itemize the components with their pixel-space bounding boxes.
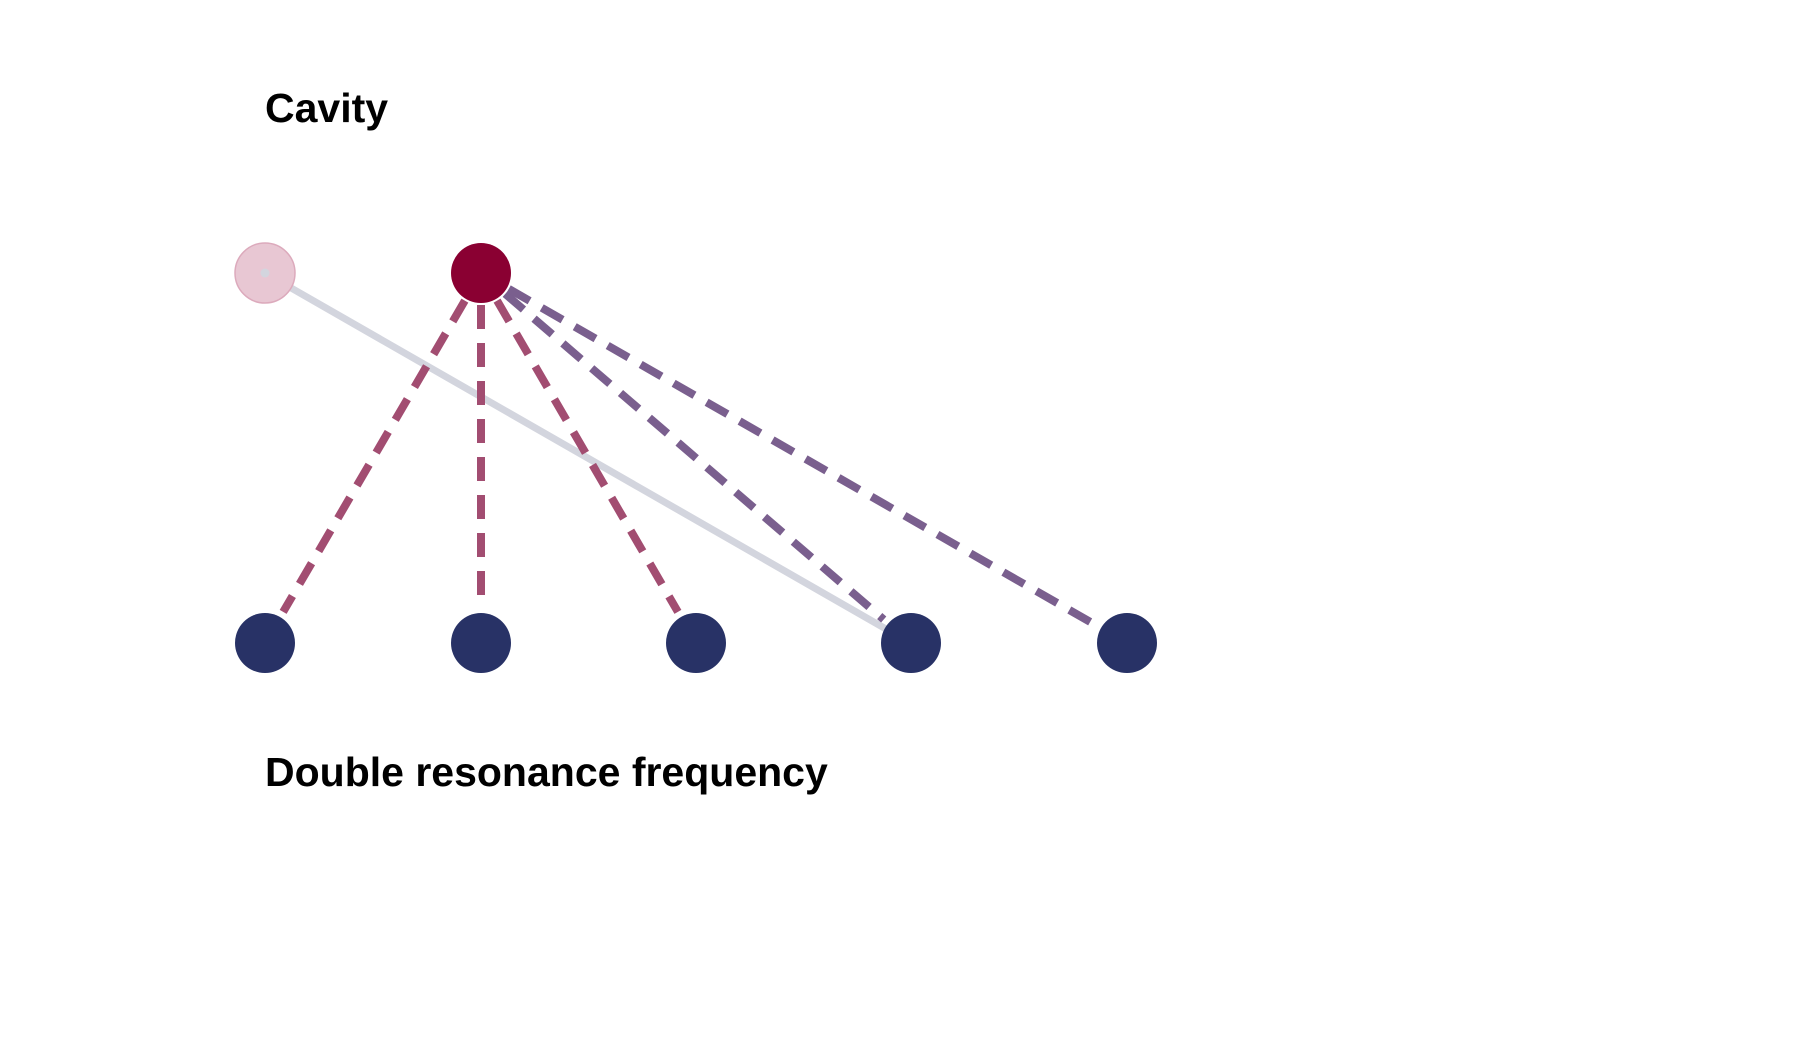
link-cavity-active-r3 <box>493 298 682 614</box>
resonance-node-r3 <box>666 613 726 673</box>
link-cavity-active-r5 <box>506 285 1098 629</box>
cavity-ghost-link-anchor <box>260 268 270 278</box>
link-cavity-ghost-r4 <box>261 269 897 637</box>
cavity-label: Cavity <box>265 85 389 131</box>
double-resonance-frequency-label: Double resonance frequency <box>265 749 828 795</box>
resonance-node-r2 <box>451 613 511 673</box>
resonance-node-r5 <box>1097 613 1157 673</box>
resonance-node-r1 <box>235 613 295 673</box>
links-layer <box>261 269 1098 637</box>
nodes-layer <box>234 242 1157 673</box>
link-cavity-active-r4 <box>502 290 887 623</box>
link-cavity-active-r1 <box>279 298 469 614</box>
cavity-active-node <box>451 243 511 303</box>
resonance-node-r4 <box>881 613 941 673</box>
